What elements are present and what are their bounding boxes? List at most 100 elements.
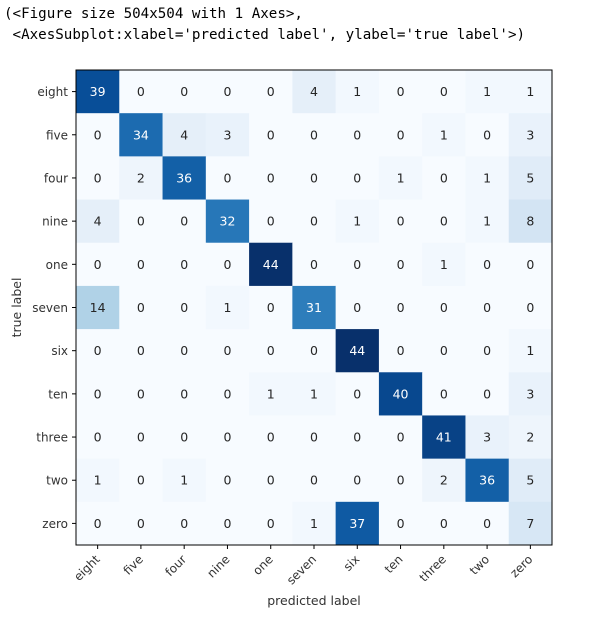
heatmap-cell: [249, 156, 293, 200]
heatmap-cell: [335, 285, 380, 330]
heatmap-cell: [292, 70, 337, 114]
cell-value-label: 0: [397, 516, 405, 531]
cell-output-text: (<Figure size 504x504 with 1 Axes>, <Axe…: [4, 4, 525, 46]
cell-value-label: 0: [94, 386, 102, 401]
cell-value-label: 0: [353, 473, 361, 488]
x-tick-label: one: [250, 552, 276, 578]
cell-value-label: 0: [397, 430, 405, 445]
cell-value-label: 34: [133, 127, 149, 142]
heatmap-cell: [249, 458, 293, 503]
cell-value-label: 0: [310, 430, 318, 445]
heatmap-cell: [378, 329, 423, 373]
y-tick-label: nine: [42, 215, 68, 229]
x-tick-label: two: [467, 552, 492, 577]
heatmap-cell: [249, 415, 293, 460]
x-tick-label: four: [162, 552, 189, 579]
heatmap-cells: [76, 70, 553, 546]
cell-value-label: 0: [267, 214, 275, 229]
cell-value-label: 0: [397, 257, 405, 272]
heatmap-cell: [249, 70, 293, 114]
y-tick-label: three: [36, 431, 68, 445]
heatmap-cell: [465, 113, 510, 157]
heatmap-cell: [119, 199, 163, 244]
cell-value-label: 0: [440, 84, 448, 99]
heatmap-cell: [119, 329, 163, 373]
cell-value-label: 0: [94, 170, 102, 185]
cell-value-label: 0: [397, 84, 405, 99]
cell-value-label: 2: [526, 430, 534, 445]
heatmap-cell: [465, 242, 510, 287]
cell-value-label: 0: [137, 473, 145, 488]
x-tick-label: eight: [71, 552, 103, 584]
cell-value-label: 0: [94, 257, 102, 272]
cell-value-label: 0: [526, 300, 534, 315]
cell-value-label: 0: [137, 516, 145, 531]
x-tick-label: ten: [382, 552, 406, 576]
cell-value-label: 0: [223, 473, 231, 488]
cell-value-label: 0: [137, 214, 145, 229]
output-line-1: (<Figure size 504x504 with 1 Axes>,: [4, 6, 303, 22]
heatmap-cell: [249, 242, 293, 287]
heatmap-cell: [162, 372, 207, 416]
cell-value-label: 0: [94, 343, 102, 358]
heatmap-cell: [76, 242, 120, 287]
heatmap-cell: [378, 285, 423, 330]
heatmap-cell: [422, 372, 466, 416]
y-tick-label: seven: [32, 301, 68, 315]
heatmap-cell: [119, 501, 163, 546]
heatmap-cell: [76, 372, 120, 416]
heatmap-cell: [205, 415, 250, 460]
cell-value-label: 0: [310, 214, 318, 229]
cell-value-label: 0: [440, 170, 448, 185]
heatmap-cell: [465, 501, 510, 546]
cell-value-label: 1: [483, 170, 491, 185]
heatmap-cell: [249, 372, 293, 416]
heatmap-cell: [205, 70, 250, 114]
heatmap-cell: [335, 415, 380, 460]
heatmap-cell: [162, 501, 207, 546]
heatmap-cell: [508, 329, 553, 373]
heatmap-cell: [76, 501, 120, 546]
cell-value-label: 0: [223, 430, 231, 445]
cell-value-label: 0: [353, 127, 361, 142]
heatmap-cell: [76, 329, 120, 373]
cell-value-label: 31: [306, 300, 322, 315]
cell-value-label: 0: [397, 127, 405, 142]
heatmap-cell: [292, 501, 337, 546]
heatmap-cell: [292, 415, 337, 460]
heatmap-cell: [162, 242, 207, 287]
cell-value-label: 0: [223, 386, 231, 401]
heatmap-cell: [119, 70, 163, 114]
heatmap-cell: [465, 415, 510, 460]
heatmap-cell: [422, 285, 466, 330]
cell-value-label: 3: [483, 430, 491, 445]
heatmap-cell: [162, 415, 207, 460]
cell-value-label: 0: [440, 386, 448, 401]
output-line-2: <AxesSubplot:xlabel='predicted label', y…: [4, 27, 526, 43]
x-tick-label: seven: [284, 552, 319, 587]
cell-value-label: 1: [310, 516, 318, 531]
cell-value-label: 0: [137, 300, 145, 315]
heatmap-cell: [378, 113, 423, 157]
cell-value-label: 0: [483, 127, 491, 142]
x-tick-label: five: [121, 552, 146, 577]
heatmap-cell: [119, 372, 163, 416]
heatmap-cell: [205, 458, 250, 503]
cell-value-label: 0: [440, 214, 448, 229]
heatmap-cell: [422, 329, 466, 373]
cell-value-label: 0: [526, 257, 534, 272]
cell-value-label: 1: [526, 84, 534, 99]
cell-value-label: 1: [310, 386, 318, 401]
heatmap-cell: [162, 156, 207, 200]
cell-value-label: 14: [90, 300, 106, 315]
y-tick-label: ten: [48, 387, 68, 401]
heatmap-cell: [76, 415, 120, 460]
heatmap-cell: [162, 329, 207, 373]
heatmap-cell: [335, 372, 380, 416]
cell-value-label: 0: [397, 300, 405, 315]
heatmap-cell: [508, 113, 553, 157]
cell-value-label: 1: [397, 170, 405, 185]
y-tick-label: four: [44, 171, 68, 185]
cell-value-label: 0: [267, 127, 275, 142]
heatmap-cell: [422, 458, 466, 503]
